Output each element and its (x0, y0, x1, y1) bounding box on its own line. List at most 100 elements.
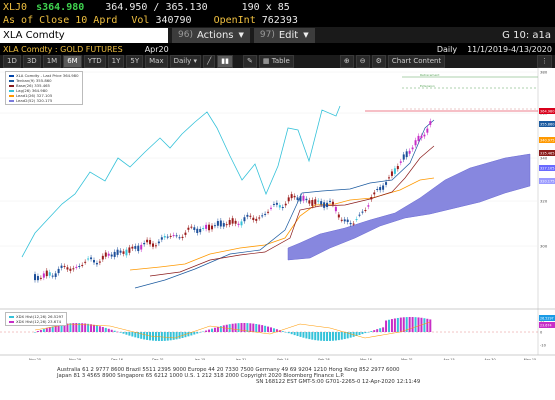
oscillator-tag (539, 315, 555, 321)
oscillator-bar (240, 323, 243, 332)
oscillator-bar (423, 318, 426, 332)
settings-icon[interactable]: ⚙ (371, 55, 386, 68)
candle-body (187, 227, 190, 230)
oscillator-bar (128, 332, 131, 336)
candle-body (208, 224, 211, 231)
oscillator-bar (299, 332, 302, 337)
period-button-5y[interactable]: 5Y (126, 55, 144, 68)
candle-body (95, 262, 98, 265)
bid-ask: 364.950 / 365.130 (105, 1, 208, 13)
oscillator-bar (376, 329, 379, 332)
oscillator-bar (84, 323, 87, 332)
oscillator-bar (267, 326, 270, 332)
oscillator-bar (69, 323, 72, 332)
page-indicator: G 10: a1a (502, 29, 551, 41)
candle-body (426, 128, 429, 133)
oscillator-bar (323, 332, 326, 341)
oscillator-bar (98, 326, 101, 332)
candle-body (296, 197, 299, 200)
candle-body (240, 221, 243, 226)
price-tag-label: 355.860 (540, 123, 554, 127)
period-button-ytd[interactable]: YTD (83, 55, 106, 68)
price-chart[interactable]: 380360340320300Nov 25Nov 29Dec 16Dec 31J… (0, 68, 555, 368)
candle-body (152, 243, 154, 247)
candle-body (66, 267, 69, 270)
ichimoku-cloud (287, 153, 531, 261)
oscillator-bar (219, 326, 222, 332)
candle-body (57, 268, 60, 274)
oscillator-bar (63, 323, 66, 332)
period-button-1m[interactable]: 1M (42, 55, 62, 68)
oscillator-bar (367, 332, 370, 333)
price-tag (539, 150, 555, 156)
candle-body (349, 222, 352, 225)
oscillator-bar (60, 324, 63, 332)
oscillator-bar (287, 332, 290, 334)
actions-label: Actions (196, 29, 234, 41)
oscillator-bar (320, 332, 323, 341)
candle-body (270, 207, 272, 209)
chart-toolbar: 1D 3D 1M 6M YTD 1Y 5Y Max Daily ▾ ╱ ▮▮ ✎ ▦ Tabl… (0, 55, 555, 68)
period-button-1y[interactable]: 1Y (107, 55, 125, 68)
edit-menu[interactable]: 97) Edit ▼ (253, 27, 315, 43)
chart-svg[interactable]: 380360340320300Nov 25Nov 29Dec 16Dec 31J… (0, 68, 555, 368)
price-tag-label: 320.175 (540, 180, 554, 184)
period-button-1d[interactable]: 1D (3, 55, 21, 68)
oscillator-bar (57, 325, 60, 332)
candle-body (202, 228, 205, 230)
candle-body (134, 246, 137, 249)
frequency-select[interactable]: Daily ▾ (169, 55, 202, 68)
actions-menu[interactable]: 96) Actions ▼ (172, 27, 250, 43)
footer-line-3: SN 168122 EST GMT-5:00 G701-2265-0 12-Ap… (256, 379, 421, 385)
candle-body (396, 166, 399, 170)
zoom-in-icon[interactable]: ⊕ (339, 55, 354, 68)
candle-body (331, 201, 334, 205)
oscillator-bar (190, 332, 193, 336)
oscillator-bar (329, 332, 331, 341)
candle-body (104, 252, 107, 257)
oscillator-bar (211, 328, 213, 332)
period-button-max[interactable]: Max (145, 55, 168, 68)
fibonacci-label: Retracement (420, 73, 440, 77)
candle-body (329, 200, 331, 202)
zoom-out-icon[interactable]: ⊖ (355, 55, 370, 68)
legend-entry: Tenkan(9) 355.860 (9, 78, 79, 83)
oscillator-bar (116, 331, 119, 333)
security-field[interactable]: XLA Comdty (0, 27, 168, 43)
draw-pencil-icon[interactable]: ✎ (243, 55, 257, 68)
candle-body (39, 277, 42, 279)
oscillator-legend-entry: XDX Hist(12,26) 26.5297 (9, 314, 63, 319)
more-icon[interactable]: ⋮ (537, 55, 552, 68)
candle-body (358, 214, 361, 216)
price-tag-label: 364.980 (540, 110, 554, 114)
oscillator-bar (352, 332, 355, 337)
period-button-3d[interactable]: 3D (22, 55, 41, 68)
oscillator-bar (101, 327, 104, 332)
oscillator-bar (343, 332, 346, 340)
oscillator-axis-label: 0 (540, 331, 543, 335)
line-chart-icon[interactable]: ╱ (203, 55, 216, 68)
candle-body (154, 245, 157, 247)
open-interest-value: 762393 (261, 15, 298, 26)
ticker[interactable]: XLJ0 (3, 1, 28, 13)
candle-body (98, 261, 101, 263)
chart-content-label: Chart Content (391, 57, 442, 65)
oscillator-bar (399, 317, 402, 332)
period-button-6m[interactable]: 6M (63, 55, 82, 68)
table-button[interactable]: ▦ Table (258, 55, 294, 68)
candle-body (411, 147, 414, 150)
oscillator-bar (160, 332, 163, 341)
oscillator-bar (346, 332, 349, 339)
close-row: As of Close 10 Aprd Vol 340790 OpenInt 7… (0, 14, 555, 27)
candle-body (119, 250, 122, 253)
volume-label: Vol (131, 15, 150, 26)
command-bar: XLA Comdty 96) Actions ▼ 97) Edit ▼ G 10… (0, 27, 555, 43)
candle-body (305, 198, 308, 201)
candle-body (382, 185, 385, 190)
oscillator-bar (302, 332, 305, 338)
oscillator-bar (255, 324, 258, 332)
chart-content-button[interactable]: Chart Content (387, 55, 446, 68)
candle-body (157, 241, 160, 244)
candles-chart-icon[interactable]: ▮▮ (217, 55, 233, 68)
price-tag (539, 165, 555, 171)
